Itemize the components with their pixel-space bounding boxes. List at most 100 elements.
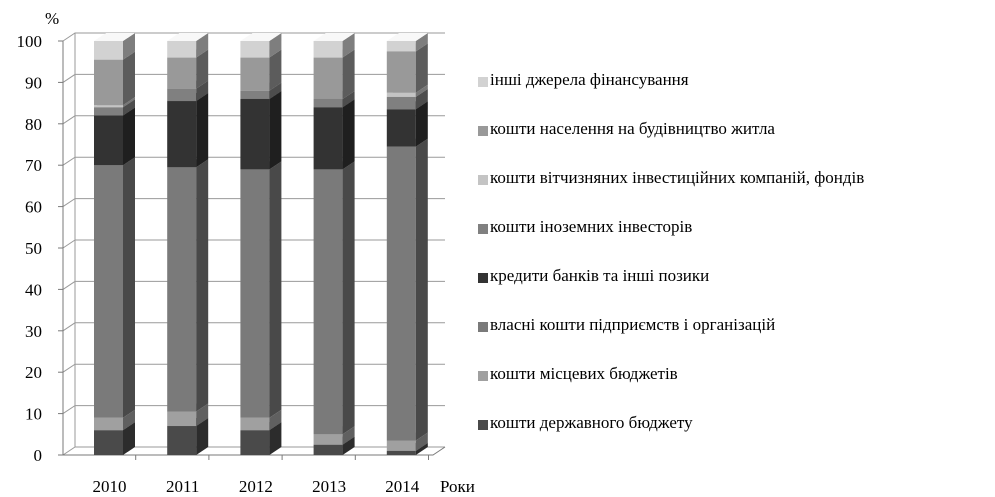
bar-segment-side xyxy=(342,161,355,435)
legend-label: інші джерела фінансування xyxy=(490,70,689,89)
x-tick-label: 2013 xyxy=(312,477,346,496)
bar-segment xyxy=(94,430,123,455)
bar-segment xyxy=(240,430,270,455)
bar-segment xyxy=(167,167,197,412)
y-tick-label: 70 xyxy=(25,156,42,175)
y-axis-label: % xyxy=(45,9,59,28)
bar-segment-side xyxy=(196,93,209,168)
bar-segment-side xyxy=(415,138,428,441)
bar-segment xyxy=(240,90,270,99)
legend-item: інші джерела фінансування xyxy=(478,62,993,111)
bar-segment xyxy=(167,101,197,168)
legend-swatch xyxy=(478,175,488,185)
legend-swatch xyxy=(478,322,488,332)
legend-swatch xyxy=(478,371,488,381)
x-tick-label: 2010 xyxy=(93,477,127,496)
bar-segment xyxy=(386,41,416,52)
bar-segment-top xyxy=(240,33,282,41)
legend-item: кошти місцевих бюджетів xyxy=(478,356,993,405)
bar-segment xyxy=(313,107,343,170)
legend-label: кошти місцевих бюджетів xyxy=(490,364,678,383)
bar-segment xyxy=(386,440,416,451)
bar-segment xyxy=(240,57,270,91)
bar-segment-side xyxy=(415,43,428,93)
bar-segment-side xyxy=(342,33,355,58)
y-tick-label: 100 xyxy=(17,32,43,51)
bar-segment-side xyxy=(196,49,209,89)
bar-segment-side xyxy=(415,101,428,147)
legend-swatch xyxy=(478,126,488,136)
bar-segment xyxy=(240,169,270,418)
bar-segment-side xyxy=(269,33,282,58)
y-tick-label: 80 xyxy=(25,115,42,134)
legend-label: кошти вітчизняних інвестиційних компаній… xyxy=(490,168,865,187)
bar-segment xyxy=(240,98,270,170)
legend-label: кредити банків та інші позики xyxy=(490,266,710,285)
y-tick-label: 50 xyxy=(25,239,42,258)
bar-segment xyxy=(313,434,343,445)
x-tick-label: 2012 xyxy=(239,477,273,496)
bar-segment-side xyxy=(123,157,135,418)
x-tick-label: 2011 xyxy=(166,477,199,496)
bar-segment-side xyxy=(342,90,355,108)
y-tick-label: 90 xyxy=(25,73,42,92)
legend-item: кошти іноземних інвесторів xyxy=(478,209,993,258)
bar-segment xyxy=(167,426,197,455)
bar-segment xyxy=(94,41,123,60)
bar-segment xyxy=(386,450,416,455)
bar-segment-side xyxy=(269,161,282,418)
legend-item: власні кошти підприємств і організацій xyxy=(478,307,993,356)
labels-layer: 0 10 20 30 40 50 60 70 80 90 100 2010 2011 2012 2013 20… xyxy=(17,32,420,496)
y-tick-label: 20 xyxy=(25,363,42,382)
bar-segment-side xyxy=(196,33,209,58)
bar-segment-top xyxy=(167,33,209,41)
legend-label: кошти іноземних інвесторів xyxy=(490,217,693,236)
bar-segment xyxy=(240,417,270,431)
bar-segment-side xyxy=(196,159,209,412)
bar-segment xyxy=(313,57,343,99)
bar-segment xyxy=(94,105,123,108)
bar-segment xyxy=(313,41,343,58)
bar-segment xyxy=(94,59,123,106)
bar-segment xyxy=(386,146,416,441)
bar-segment-side xyxy=(196,418,209,455)
bar-segment-side xyxy=(123,33,135,60)
x-tick-label: 2014 xyxy=(385,477,420,496)
bar-segment xyxy=(167,88,197,102)
bar-segment xyxy=(386,51,416,93)
bar-segment-side xyxy=(269,409,282,431)
bar-segment xyxy=(167,411,197,427)
legend-item: кредити банків та інші позики xyxy=(478,258,993,307)
bar-segment-top xyxy=(94,33,135,41)
bar-segment-side xyxy=(123,97,135,108)
bar-segment xyxy=(386,109,416,147)
bar-segment-side xyxy=(415,33,428,52)
legend-swatch xyxy=(478,77,488,87)
bar-segment-side xyxy=(415,432,428,451)
bar-segment xyxy=(94,417,123,431)
legend-label: кошти державного бюджету xyxy=(490,413,693,432)
bar-segment xyxy=(313,444,343,455)
bar-segment xyxy=(313,98,343,108)
bar-segment xyxy=(167,41,197,58)
bar-segment xyxy=(94,107,123,116)
bar-segment xyxy=(313,169,343,435)
bar-segment-side xyxy=(342,49,355,99)
bar-segment-side xyxy=(196,80,209,102)
bar-segment-side xyxy=(342,426,355,445)
bar-segment xyxy=(94,165,123,418)
legend: інші джерела фінансування кошти населення… xyxy=(478,62,993,454)
legend-swatch xyxy=(478,224,488,234)
bar-segment-side xyxy=(342,436,355,455)
bar-segment-side xyxy=(123,99,135,116)
legend-label: кошти населення на будівництво житла xyxy=(490,119,775,138)
bar-segment-side xyxy=(123,422,135,455)
legend-swatch xyxy=(478,273,488,283)
bar-segment-side xyxy=(123,409,135,431)
bar-segment-side xyxy=(269,90,282,170)
bar-segment xyxy=(386,96,416,110)
bar-segment-side xyxy=(269,82,282,99)
bar-segment xyxy=(94,115,123,166)
y-tick-label: 60 xyxy=(25,198,42,217)
